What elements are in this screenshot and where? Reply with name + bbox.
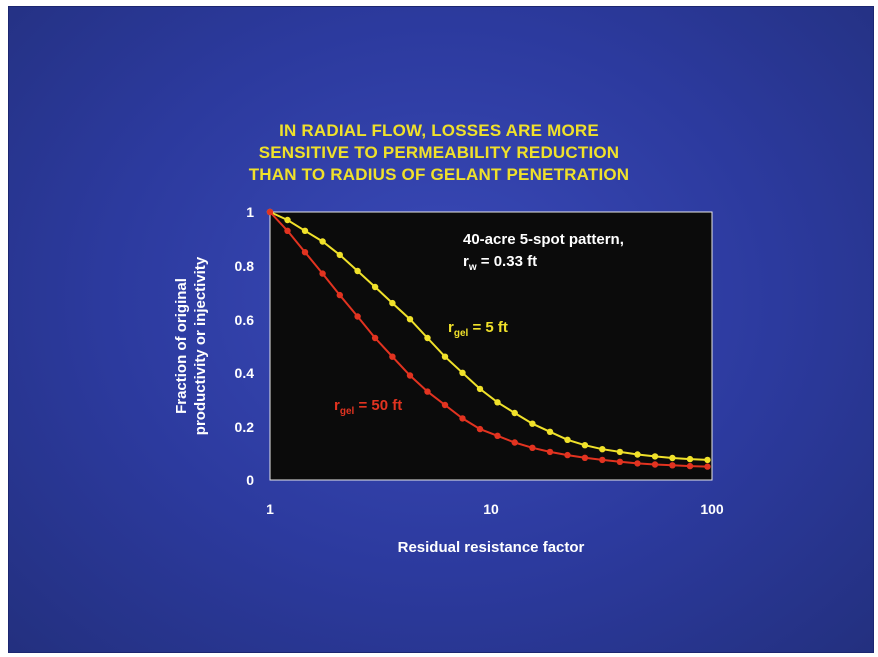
data-point	[459, 415, 466, 422]
series-label-sub: gel	[454, 328, 469, 339]
chart-title: IN RADIAL FLOW, LOSSES ARE MORE SENSITIV…	[0, 120, 878, 186]
data-point	[406, 372, 414, 379]
data-point	[686, 455, 694, 463]
data-point	[616, 448, 624, 456]
y-tick-label: 0.2	[235, 419, 255, 435]
data-point	[389, 299, 396, 307]
data-point	[476, 425, 484, 433]
data-point	[371, 334, 379, 342]
data-point	[494, 432, 501, 439]
data-point	[266, 208, 274, 216]
x-tick-labels: 1 10 100	[266, 501, 724, 517]
plot-area	[269, 211, 713, 481]
x-axis-label: Residual resistance factor	[398, 539, 585, 556]
data-point	[511, 409, 518, 417]
title-line-2: SENSITIVE TO PERMEABILITY REDUCTION	[258, 143, 620, 162]
annotation-r-subscript: w	[468, 262, 477, 273]
data-point	[634, 451, 641, 458]
annotation-r-symbol: r	[463, 253, 469, 270]
data-point	[686, 462, 694, 470]
data-point	[354, 313, 361, 320]
data-point	[581, 442, 589, 449]
data-point	[616, 458, 624, 465]
data-point	[651, 453, 659, 460]
data-point	[581, 454, 589, 461]
y-axis-label-line-2: productivity or injectivity	[192, 256, 209, 435]
series-label-5ft: rgel = 5 ft	[448, 319, 508, 339]
data-point	[459, 369, 466, 376]
x-tick-label: 1	[266, 501, 274, 517]
title-line-3: THAN TO RADIUS OF GELANT PENETRATION	[248, 165, 630, 184]
x-tick-label: 10	[483, 501, 499, 517]
data-point	[441, 401, 449, 409]
y-axis-label: Fraction of original productivity or inj…	[173, 256, 209, 435]
data-point	[704, 463, 711, 470]
data-point	[546, 448, 554, 456]
y-tick-labels: 0 0.2 0.4 0.6 0.8 1	[235, 204, 255, 488]
series-label-rest: = 5 ft	[468, 319, 508, 336]
data-point	[564, 451, 571, 459]
y-tick-label: 0	[246, 472, 254, 488]
data-point	[389, 353, 396, 360]
data-point	[529, 444, 536, 451]
data-point	[476, 385, 484, 393]
series-label-sub: gel	[340, 406, 355, 417]
series-group	[266, 208, 711, 470]
data-point	[424, 388, 431, 395]
data-point	[354, 267, 361, 275]
y-axis-label-line-1: Fraction of original	[173, 278, 190, 414]
data-point	[669, 454, 676, 462]
series-label-50ft: rgel = 50 ft	[334, 397, 402, 417]
data-point	[564, 436, 571, 443]
data-point	[371, 283, 379, 291]
annotation-pattern: 40-acre 5-spot pattern,	[463, 231, 624, 248]
data-point	[546, 428, 554, 435]
data-point	[301, 227, 309, 234]
data-point	[319, 270, 326, 277]
series-label-rest: = 50 ft	[354, 397, 402, 414]
series-label-r: r	[448, 319, 454, 336]
data-point	[494, 399, 501, 406]
data-point	[529, 420, 536, 427]
data-point	[336, 251, 343, 259]
data-point	[634, 460, 641, 467]
data-point	[284, 216, 291, 224]
annotation-rw-value: = 0.33 ft	[477, 253, 537, 270]
x-tick-label: 100	[700, 501, 724, 517]
data-point	[441, 353, 449, 360]
data-point	[599, 446, 606, 453]
data-point	[319, 238, 326, 245]
y-tick-label: 0.4	[235, 365, 255, 381]
title-line-1: IN RADIAL FLOW, LOSSES ARE MORE	[279, 121, 599, 140]
data-point	[406, 316, 414, 323]
data-point	[511, 439, 518, 446]
series-label-r: r	[334, 397, 340, 414]
annotation-rw: rw = 0.33 ft	[463, 253, 537, 273]
data-point	[424, 334, 431, 342]
y-tick-label: 0.6	[235, 312, 255, 328]
data-point	[301, 249, 309, 256]
data-point	[599, 456, 606, 464]
y-tick-label: 1	[246, 204, 254, 220]
y-tick-label: 0.8	[235, 258, 255, 274]
data-point	[651, 461, 659, 468]
data-point	[704, 456, 711, 464]
data-point	[336, 291, 343, 299]
data-point	[284, 227, 291, 234]
data-point	[669, 462, 676, 469]
